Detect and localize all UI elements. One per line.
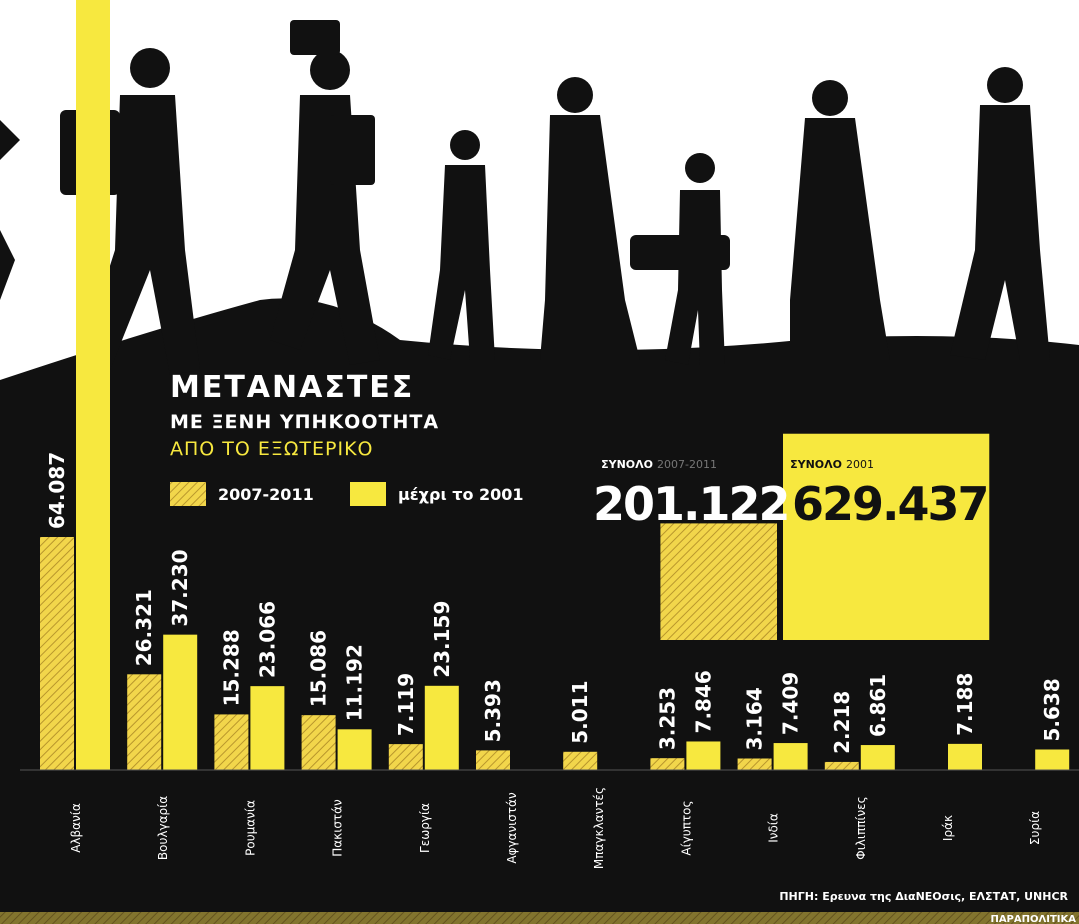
value-label: 26.321 (132, 589, 156, 666)
value-label: 6.861 (866, 674, 890, 737)
bar (127, 674, 162, 770)
x-tick-label: Μπαγκλαντές (592, 787, 606, 869)
bar (773, 743, 808, 770)
chart-subtitle: ΜΕ ΞΕΝΗ ΥΠΗΚΟΟΤΗΤΑ (170, 411, 439, 433)
x-tick-label: Γεωργία (418, 803, 432, 853)
value-label: 3.253 (655, 687, 679, 750)
bar (250, 686, 285, 770)
x-tick-label: Αίγυπτος (679, 800, 693, 855)
value-label: 64.087 (45, 452, 69, 529)
total-value: 201.122 (593, 477, 789, 531)
value-label: 3.164 (743, 687, 767, 750)
legend-label: 2007-2011 (218, 485, 314, 504)
x-tick-label: Αφγανιστάν (505, 792, 519, 864)
value-label: 37.230 (168, 549, 192, 626)
total-period: 2007-2011 (657, 458, 717, 471)
value-label: 5.011 (568, 681, 592, 744)
publisher: ΠΑΡΑΠΟΛΙΤΙΚΑ (990, 914, 1076, 924)
chart-title: ΜΕΤΑΝΑΣΤΕΣ (170, 370, 414, 405)
bar (163, 634, 198, 770)
value-label: 7.846 (691, 670, 715, 733)
bar (824, 761, 859, 770)
total-label: ΣΥΝΟΛΟ (601, 458, 653, 471)
legend-label: μέχρι το 2001 (398, 485, 524, 504)
bar (214, 714, 249, 770)
x-tick-label: Πακιστάν (331, 799, 345, 857)
value-label: 7.188 (953, 673, 977, 736)
bar (388, 744, 423, 770)
value-label: 23.066 (255, 601, 279, 678)
bar (424, 685, 459, 770)
bar (948, 743, 982, 770)
x-tick-label: Ιράκ (941, 815, 955, 841)
bar (860, 745, 895, 770)
value-label: 11.192 (343, 644, 367, 721)
value-label: 7.119 (394, 673, 418, 736)
bar (40, 537, 74, 770)
plot (40, 0, 1070, 770)
x-tick-label: Φιλιππίνες (854, 796, 868, 859)
bar (1035, 749, 1070, 770)
bar (76, 0, 110, 770)
x-tick-label: Συρία (1028, 811, 1042, 845)
legend-swatch (170, 482, 206, 506)
value-label: 5.638 (1040, 678, 1064, 741)
total-period: 2001 (846, 458, 874, 471)
value-label: 15.288 (219, 629, 243, 706)
bar (476, 750, 510, 770)
x-tick-label: Ρουμανία (243, 800, 257, 856)
total-value: 629.437 (792, 477, 988, 531)
value-label: 2.218 (830, 691, 854, 754)
bar (737, 758, 772, 770)
bar (301, 715, 336, 770)
value-label: 15.086 (307, 630, 331, 707)
chart-subtitle2: ΑΠΟ ΤΟ ΕΞΩΤΕΡΙΚΟ (170, 438, 374, 460)
total-square (660, 523, 777, 640)
value-label: 5.393 (481, 679, 505, 742)
footer-strip (0, 912, 1079, 924)
source: ΠΗΓΗ: Ερευνα της ΔιαΝΕΟσις, ΕΛΣΤΑΤ, UNHC… (779, 890, 1068, 903)
x-tick-label: Ινδία (767, 813, 781, 843)
bar (337, 729, 372, 770)
bar (686, 741, 721, 770)
x-tick-label: Βουλγαρία (156, 796, 170, 860)
x-tick-label: Αλβανία (69, 803, 83, 853)
bar (650, 758, 685, 770)
value-label: 23.159 (430, 601, 454, 678)
bar (563, 751, 598, 770)
total-label: ΣΥΝΟΛΟ (790, 458, 842, 471)
legend-swatch (350, 482, 386, 506)
value-label: 7.409 (779, 672, 803, 735)
total-square (783, 433, 990, 640)
